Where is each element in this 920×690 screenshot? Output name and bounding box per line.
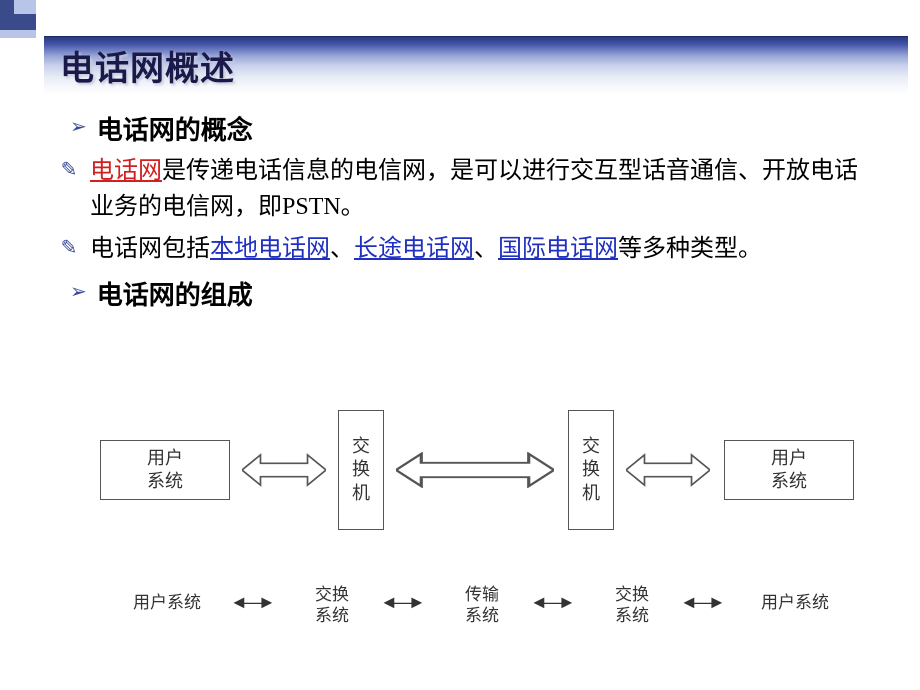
p1-rest: 是传递电话信息的电信网，是可以进行交互型话音通信、开放电话业务的电信网，即PST… xyxy=(90,158,858,220)
link-telephone-network[interactable]: 电话网 xyxy=(90,158,162,184)
content-area: ➢ 电话网的概念 ✎ 电话网是传递电话信息的电信网，是可以进行交互型话音通信、开… xyxy=(70,110,880,318)
box-switch-right-label: 交 换 机 xyxy=(582,435,600,505)
small-arrow-2: ◄—► xyxy=(380,592,422,613)
corner-decoration xyxy=(0,0,50,50)
paragraph-1: ✎ 电话网是传递电话信息的电信网，是可以进行交互型话音通信、开放电话业务的电信网… xyxy=(58,153,880,225)
box-switch-left-label: 交 换 机 xyxy=(352,435,370,505)
box-user-left: 用户 系统 xyxy=(100,440,230,500)
heading-2: 电话网的组成 xyxy=(97,275,253,312)
p2-post: 等多种类型。 xyxy=(618,236,762,262)
heading-1-row: ➢ 电话网的概念 xyxy=(70,110,880,147)
double-arrow-3 xyxy=(626,452,710,488)
small-arrow-4: ◄—► xyxy=(680,592,722,613)
box-user-right: 用户 系统 xyxy=(724,440,854,500)
double-arrow-1 xyxy=(242,452,326,488)
label-switch-right: 交换 系统 xyxy=(592,584,672,627)
small-arrow-1: ◄—► xyxy=(230,592,272,613)
box-user-left-label: 用户 系统 xyxy=(147,447,183,494)
composition-diagram: 用户 系统 交 换 机 交 换 机 用户 系统 用户系统 交换 系统 传输 系统… xyxy=(60,380,860,660)
title-bar: 电话网概述 xyxy=(44,36,908,94)
paragraph-2: ✎ 电话网包括本地电话网、长途电话网、国际电话网等多种类型。 xyxy=(58,231,880,267)
heading-1: 电话网的概念 xyxy=(97,110,253,147)
link-local-network[interactable]: 本地电话网 xyxy=(210,236,330,262)
label-user-right: 用户系统 xyxy=(750,592,840,613)
page-title: 电话网概述 xyxy=(60,41,235,90)
double-arrow-2 xyxy=(396,452,554,488)
p2-s2: 、 xyxy=(474,236,498,262)
link-international-network[interactable]: 国际电话网 xyxy=(498,236,618,262)
label-transmit: 传输 系统 xyxy=(442,584,522,627)
label-user-left: 用户系统 xyxy=(122,592,212,613)
pen-icon: ✎ xyxy=(58,235,80,260)
box-switch-right: 交 换 机 xyxy=(568,410,614,530)
link-longdistance-network[interactable]: 长途电话网 xyxy=(354,236,474,262)
chevron-icon: ➢ xyxy=(70,114,87,139)
p2-s1: 、 xyxy=(330,236,354,262)
label-switch-left: 交换 系统 xyxy=(292,584,372,627)
paragraph-2-text: 电话网包括本地电话网、长途电话网、国际电话网等多种类型。 xyxy=(90,231,762,267)
heading-2-row: ➢ 电话网的组成 xyxy=(70,275,880,312)
chevron-icon: ➢ xyxy=(70,279,87,304)
small-arrow-3: ◄—► xyxy=(530,592,572,613)
box-user-right-label: 用户 系统 xyxy=(771,447,807,494)
box-switch-left: 交 换 机 xyxy=(338,410,384,530)
p2-pre: 电话网包括 xyxy=(90,236,210,262)
pen-icon: ✎ xyxy=(58,157,80,182)
paragraph-1-text: 电话网是传递电话信息的电信网，是可以进行交互型话音通信、开放电话业务的电信网，即… xyxy=(90,153,880,225)
